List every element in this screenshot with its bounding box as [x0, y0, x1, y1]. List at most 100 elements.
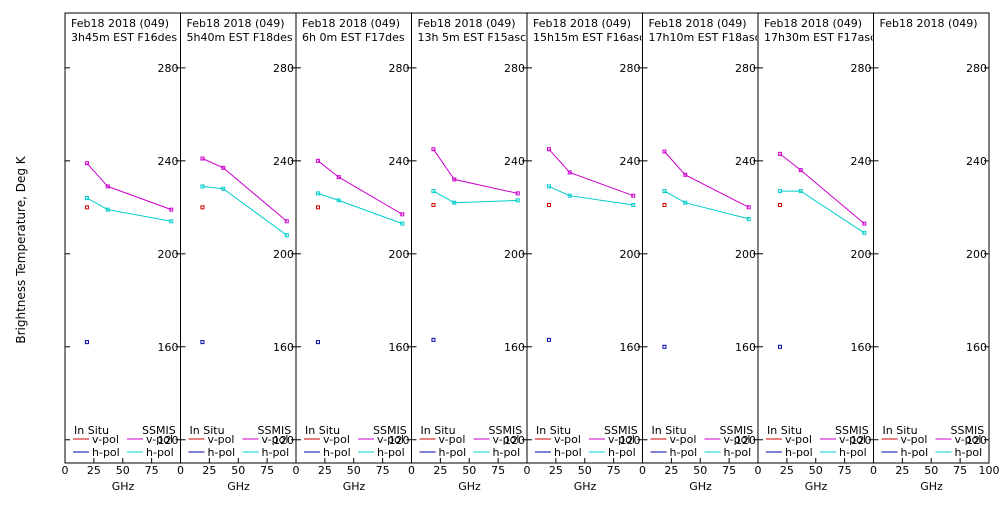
legend-ssmis-label: SSMIS — [373, 424, 407, 437]
ssmis-series-line — [86, 197, 172, 222]
panel-title: Feb18 2018 (049) — [302, 17, 400, 30]
ssmis-point — [452, 200, 457, 205]
in-situ-vpol-point — [315, 205, 320, 210]
ssmis-series-line — [433, 190, 518, 204]
legend-in-situ-label: In Situ — [883, 424, 918, 437]
ssmis-series-line — [664, 190, 749, 220]
x-tick-label: 25 — [664, 464, 678, 477]
legend-in-situ-label: In Situ — [652, 424, 687, 437]
ssmis-point — [746, 216, 751, 221]
y-tick-label: 160 — [273, 341, 294, 354]
legend-ssmis-vpol-label: v-pol — [146, 433, 173, 446]
panel-frame — [757, 12, 874, 464]
legend-in-situ-vpol-label: v-pol — [208, 433, 235, 446]
legend-ssmis-label: SSMIS — [489, 424, 523, 437]
y-tick-label: 120 — [158, 434, 179, 447]
legend-ssmis-hpol-label: h-pol — [839, 446, 867, 459]
legend-ssmis-vpol-label: v-pol — [955, 433, 982, 446]
ssmis-point — [631, 193, 636, 198]
x-tick-label: 0 — [524, 464, 531, 477]
panel-frame — [873, 12, 990, 464]
in-situ-vpol-point — [200, 205, 205, 210]
panel-title: Feb18 2018 (049) — [187, 17, 285, 30]
legend-in-situ-hpol-label: h-pol — [439, 446, 467, 459]
panel-header: Feb18 2018 (049)13h 5m EST F15asc — [418, 17, 527, 44]
legend-ssmis-vpol-label: v-pol — [262, 433, 289, 446]
ssmis-series-line — [779, 190, 865, 234]
legend-in-situ-label: In Situ — [190, 424, 225, 437]
ssmis-point — [336, 175, 341, 180]
panel-frame — [64, 12, 181, 464]
panel-8: Feb18 2018 (049) 120 160 200 240 280 0 25 50 75 10… — [870, 12, 1000, 493]
panel-title: Feb18 2018 (049) — [764, 17, 862, 30]
panel-title: Feb18 2018 (049) — [649, 17, 747, 30]
in-situ-hpol-point — [662, 344, 667, 349]
panel-subtitle: 6h 0m EST F17des — [302, 31, 405, 44]
x-tick-label: 50 — [116, 464, 130, 477]
x-tick-label: 25 — [318, 464, 332, 477]
ssmis-point — [169, 219, 174, 224]
y-axis-label: Brightness Temperature, Deg K — [14, 155, 28, 343]
legend-ssmis-label: SSMIS — [720, 424, 754, 437]
panel-4: Feb18 2018 (049)13h 5m EST F15asc 120 160 2… — [408, 12, 528, 493]
ssmis-point — [315, 158, 320, 163]
panel-6: Feb18 2018 (049)17h10m EST F18asc 120 160 2… — [639, 12, 761, 493]
ssmis-point — [515, 198, 520, 203]
legend-ssmis-label: SSMIS — [951, 424, 985, 437]
panel-title: Feb18 2018 (049) — [71, 17, 169, 30]
ssmis-point — [336, 198, 341, 203]
panel-1: Feb18 2018 (049)3h45m EST F16des 120 160 20… — [62, 12, 181, 493]
in-situ-vpol-point — [84, 205, 89, 210]
legend-ssmis-vpol-label: v-pol — [839, 433, 866, 446]
panel-2: Feb18 2018 (049)5h40m EST F18des 120 160 20… — [177, 12, 297, 493]
panel-header: Feb18 2018 (049)17h30m EST F17asc — [764, 17, 873, 43]
x-axis-label: GHz — [920, 480, 943, 493]
ssmis-point — [400, 212, 405, 217]
panel-title: Feb18 2018 (049) — [880, 17, 978, 30]
ssmis-point — [546, 147, 551, 152]
legend-in-situ-vpol-label: v-pol — [92, 433, 119, 446]
panel-subtitle: 13h 5m EST F15asc — [418, 31, 527, 44]
ssmis-point — [84, 196, 89, 201]
in-situ-vpol-point — [546, 203, 551, 207]
in-situ-hpol-point — [777, 344, 782, 349]
y-tick-label: 200 — [851, 248, 872, 261]
in-situ-hpol-point — [84, 340, 89, 345]
panel-subtitle: 17h10m EST F18asc — [649, 31, 761, 44]
ssmis-point — [662, 189, 667, 194]
in-situ-hpol-point — [315, 340, 320, 345]
y-tick-label: 160 — [620, 341, 641, 354]
x-tick-label: 0 — [293, 464, 300, 477]
panel-subtitle: 3h45m EST F16des — [71, 31, 177, 44]
ssmis-point — [221, 165, 226, 170]
ssmis-point — [105, 184, 110, 189]
x-tick-label: 50 — [924, 464, 938, 477]
x-tick-label: 0 — [62, 464, 69, 477]
ssmis-series-line — [86, 162, 172, 211]
x-tick-label: 50 — [462, 464, 476, 477]
legend-in-situ-hpol-label: h-pol — [785, 446, 813, 459]
in-situ-hpol-point — [431, 337, 436, 342]
x-tick-label: 0 — [755, 464, 762, 477]
y-tick-label: 160 — [389, 341, 410, 354]
x-tick-label: 25 — [433, 464, 447, 477]
panel-frame — [180, 12, 297, 464]
legend-in-situ-vpol-label: v-pol — [554, 433, 581, 446]
y-tick-label: 280 — [273, 62, 294, 75]
y-tick-label: 280 — [851, 62, 872, 75]
ssmis-series-line — [202, 185, 288, 236]
x-axis-label: GHz — [689, 480, 712, 493]
legend-in-situ-vpol-label: v-pol — [323, 433, 350, 446]
panel-header: Feb18 2018 (049)17h10m EST F18asc — [649, 17, 761, 44]
ssmis-point — [746, 205, 751, 210]
legend-in-situ-hpol-label: h-pol — [323, 446, 351, 459]
x-tick-label: 50 — [578, 464, 592, 477]
ssmis-series-line — [432, 148, 518, 194]
x-tick-label: 25 — [202, 464, 216, 477]
ssmis-point — [221, 186, 226, 191]
ssmis-point — [515, 191, 520, 196]
y-tick-label: 160 — [504, 341, 525, 354]
ssmis-point — [683, 172, 688, 177]
legend-in-situ-vpol-label: v-pol — [785, 433, 812, 446]
